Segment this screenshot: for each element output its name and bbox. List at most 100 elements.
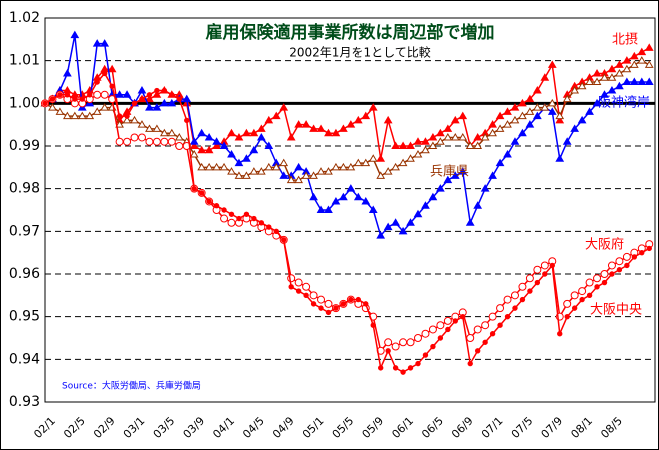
marker	[473, 141, 483, 149]
marker	[167, 128, 177, 137]
marker	[249, 128, 259, 137]
marker	[251, 215, 257, 222]
marker	[152, 124, 162, 132]
marker	[622, 64, 632, 73]
marker	[607, 86, 617, 94]
marker	[94, 79, 100, 85]
marker	[445, 326, 451, 333]
marker	[48, 103, 57, 111]
marker	[547, 60, 557, 68]
marker	[318, 305, 324, 311]
marker	[234, 158, 244, 167]
marker	[42, 100, 48, 107]
marker	[227, 150, 236, 158]
marker	[295, 288, 302, 294]
marker	[288, 284, 294, 290]
y-tick-label: 1.00	[9, 95, 40, 111]
marker	[340, 301, 347, 307]
marker	[406, 338, 415, 347]
marker	[555, 115, 565, 124]
marker	[353, 158, 363, 167]
marker	[503, 150, 512, 158]
marker	[519, 296, 526, 303]
marker	[169, 92, 175, 98]
marker	[100, 39, 110, 47]
marker	[385, 348, 391, 354]
marker	[331, 128, 341, 137]
marker	[145, 103, 154, 111]
marker	[107, 64, 117, 73]
marker	[85, 111, 95, 120]
marker	[391, 162, 400, 171]
marker	[325, 309, 332, 316]
marker	[600, 73, 609, 81]
marker	[361, 196, 371, 205]
marker	[436, 137, 445, 145]
marker	[197, 162, 207, 171]
marker	[400, 369, 406, 375]
marker	[421, 137, 430, 145]
marker	[258, 220, 265, 226]
marker	[286, 132, 296, 141]
marker	[586, 292, 593, 299]
marker	[549, 262, 555, 269]
marker	[436, 128, 445, 137]
marker	[361, 111, 371, 120]
marker	[204, 145, 214, 154]
marker	[139, 96, 145, 102]
marker	[213, 203, 220, 209]
marker	[92, 39, 102, 47]
marker	[63, 111, 72, 120]
marker	[577, 81, 587, 90]
marker	[55, 107, 65, 115]
marker	[152, 90, 162, 98]
marker	[495, 124, 505, 132]
marker	[302, 282, 311, 291]
marker	[525, 94, 535, 103]
marker	[436, 184, 445, 192]
marker	[450, 132, 460, 141]
marker	[378, 365, 384, 371]
marker	[383, 115, 393, 124]
marker	[368, 154, 378, 162]
series-label: 兵庫県	[430, 165, 469, 180]
marker	[518, 282, 527, 291]
marker	[368, 103, 378, 111]
marker	[228, 211, 235, 217]
marker	[495, 158, 505, 167]
marker	[227, 167, 236, 175]
marker	[622, 77, 632, 85]
marker	[309, 291, 318, 300]
marker	[571, 305, 578, 311]
marker	[421, 145, 430, 154]
marker	[137, 120, 147, 128]
marker	[256, 124, 266, 132]
marker	[376, 231, 386, 239]
marker	[316, 124, 326, 132]
marker	[518, 128, 527, 137]
series-label: 大阪府	[585, 238, 624, 253]
marker	[496, 304, 505, 313]
marker	[63, 68, 72, 77]
marker	[489, 331, 496, 337]
marker	[562, 94, 572, 103]
marker	[391, 141, 400, 149]
marker	[615, 68, 624, 77]
marker	[57, 92, 63, 98]
marker	[443, 316, 452, 325]
marker	[146, 92, 153, 98]
marker	[495, 111, 505, 120]
marker	[333, 305, 339, 311]
marker	[212, 162, 221, 171]
marker	[243, 211, 250, 217]
marker	[72, 96, 78, 102]
marker	[363, 301, 369, 307]
marker	[212, 141, 221, 149]
series-line	[44, 72, 650, 373]
marker	[236, 215, 242, 222]
marker	[609, 271, 615, 277]
marker	[488, 120, 497, 128]
marker	[600, 90, 609, 98]
marker	[324, 299, 333, 308]
marker	[309, 171, 318, 179]
